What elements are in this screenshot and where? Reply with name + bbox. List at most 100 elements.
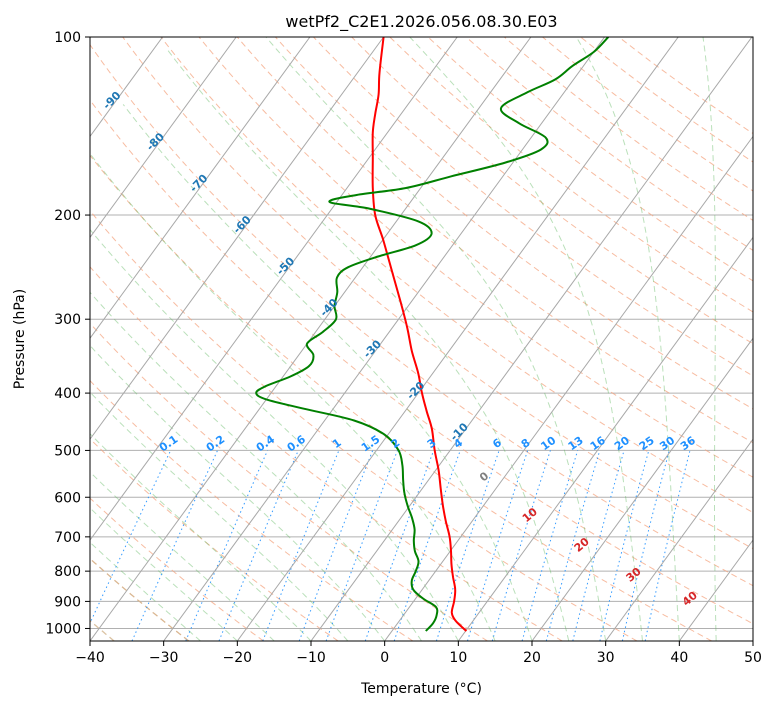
moist-adiabat xyxy=(166,49,570,641)
moist-adiabat xyxy=(90,291,422,641)
moist-adiabat xyxy=(90,391,349,641)
moist-adiabat xyxy=(702,37,717,641)
chart-title: wetPf2_C2E1.2026.056.08.30.E03 xyxy=(285,12,557,32)
mixing-ratio-line xyxy=(90,450,172,625)
dry-adiabat xyxy=(122,37,753,550)
plot-area: 0.1 0.2 0.4 0.6 1 1.5 2 3 4 6 8 10 13 16 20 25 30 36-100-… xyxy=(54,37,753,641)
dry-adiabat xyxy=(90,154,712,641)
dry-adiabat xyxy=(90,497,264,641)
moist-adiabat-label: 0 xyxy=(477,469,491,484)
dry-adiabat xyxy=(427,37,753,282)
moist-adiabat xyxy=(265,37,607,641)
moist-adiabat xyxy=(409,37,643,641)
mixing-ratio-line xyxy=(521,450,579,641)
x-tick-label: 50 xyxy=(744,650,762,666)
isotherm-line xyxy=(531,337,753,641)
moist-adiabat xyxy=(575,37,680,641)
isotherm-line xyxy=(678,539,753,641)
moist-adiabat xyxy=(90,344,386,641)
mixing-ratio-label: 0.6 xyxy=(285,432,309,454)
x-tick-label: 0 xyxy=(380,650,389,666)
sounding-profiles xyxy=(255,37,610,632)
isotherm-label: -70 xyxy=(187,171,210,194)
dry-adiabat xyxy=(90,99,753,625)
background-line-labels: 0.1 0.2 0.4 0.6 1 1.5 2 3 4 6 8 10 13 16 20 25 30 36-100-… xyxy=(54,44,700,609)
x-tick-label: −20 xyxy=(223,650,253,666)
dry-adiabat xyxy=(90,438,339,641)
mixing-ratio-line xyxy=(435,450,500,641)
x-tick-label: 40 xyxy=(670,650,688,666)
moist-adiabat xyxy=(122,104,533,641)
x-tick-label: 20 xyxy=(523,650,541,666)
y-tick-label: 100 xyxy=(54,30,81,46)
isotherm-line xyxy=(90,37,458,541)
mixing-ratio-line xyxy=(298,450,374,641)
dry-adiabat xyxy=(465,37,753,251)
dry-adiabat xyxy=(90,557,190,641)
mixing-ratio-line xyxy=(467,450,529,641)
moist-adiabat xyxy=(90,433,312,641)
mixing-ratio-line xyxy=(621,450,670,641)
y-tick-label: 1000 xyxy=(45,621,81,637)
moist-adiabat xyxy=(90,228,459,641)
moist-adiabat xyxy=(90,541,201,641)
isotherm-line xyxy=(90,37,237,239)
y-tick-label: 300 xyxy=(54,312,81,328)
dewpoint-profile xyxy=(255,37,610,632)
isotherm-line xyxy=(457,236,753,641)
y-tick-label: 600 xyxy=(54,490,81,506)
mixing-ratio-label: 1.5 xyxy=(359,433,382,455)
dry-adiabat xyxy=(503,37,753,221)
isotherm-label: -90 xyxy=(100,89,123,112)
mixing-ratio-line xyxy=(644,450,691,641)
pressure-gridlines xyxy=(90,37,753,629)
mixing-ratio-line xyxy=(393,450,461,641)
moist-adiabat-label: 40 xyxy=(680,589,700,609)
y-tick-label: 200 xyxy=(54,208,81,224)
x-tick-label: 30 xyxy=(597,650,615,666)
mixing-ratio-label: 3 xyxy=(425,436,439,451)
moist-adiabat xyxy=(90,471,275,641)
mixing-ratio-lines xyxy=(90,450,691,641)
mixing-ratio-line xyxy=(185,450,268,641)
y-tick-label: 800 xyxy=(54,564,81,580)
isotherm-line xyxy=(163,37,605,641)
mixing-ratio-label: 0.1 xyxy=(157,433,180,455)
mixing-ratio-line xyxy=(262,450,340,641)
mixing-ratio-line xyxy=(599,450,650,641)
x-tick-label: −10 xyxy=(296,650,326,666)
isotherm-line xyxy=(90,37,311,340)
isotherm-label: -80 xyxy=(144,130,167,153)
isotherm-label: -30 xyxy=(361,337,384,360)
isotherm-line xyxy=(752,640,753,641)
x-tick-label: 10 xyxy=(449,650,467,666)
moist-adiabat xyxy=(90,507,238,641)
dry-adiabats xyxy=(90,37,753,641)
axes-ticks: −40 −30 −20 −10 0 10 20 30 40 5010020030040050060… xyxy=(45,30,762,666)
dry-adiabat xyxy=(236,37,753,444)
dry-adiabat xyxy=(90,558,190,641)
isotherm-line xyxy=(605,438,753,641)
isotherm-label: -100 xyxy=(54,44,83,73)
temperature-profile xyxy=(371,37,468,632)
mixing-ratio-line xyxy=(364,450,435,641)
mixing-ratio-label: 6 xyxy=(490,436,504,451)
plot-frame xyxy=(89,36,754,642)
isotherms xyxy=(90,37,753,641)
isotherm-line xyxy=(310,37,753,641)
moist-adiabat-label: 10 xyxy=(520,505,540,525)
y-axis-label: Pressure (hPa) xyxy=(12,289,28,389)
y-tick-label: 500 xyxy=(54,443,81,459)
y-tick-label: 700 xyxy=(54,530,81,546)
isotherm-line xyxy=(384,135,753,641)
dry-adiabat xyxy=(90,43,753,587)
y-tick-label: 900 xyxy=(54,594,81,610)
isotherm-line xyxy=(90,37,384,441)
mixing-ratio-label: 0.4 xyxy=(254,432,278,454)
x-tick-label: −30 xyxy=(149,650,179,666)
dry-adiabat xyxy=(313,37,753,377)
moist-adiabat-label: 30 xyxy=(624,565,644,585)
dry-adiabat xyxy=(160,37,753,514)
y-tick-label: 400 xyxy=(54,386,81,402)
